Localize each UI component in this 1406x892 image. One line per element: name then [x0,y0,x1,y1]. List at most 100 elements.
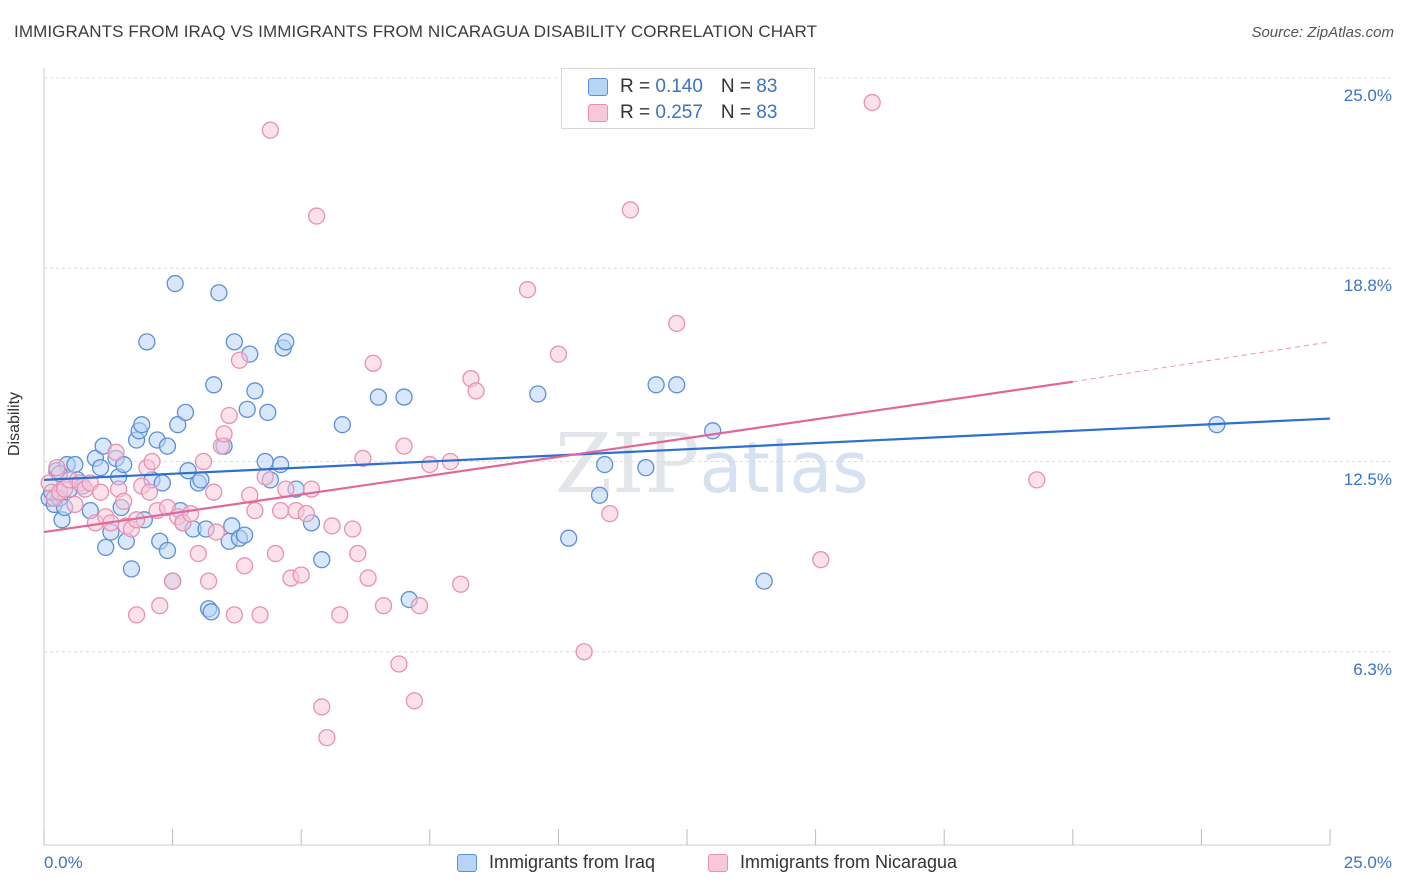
nicaragua-point [390,655,408,673]
nicaragua-point [115,492,133,511]
nicaragua-point [143,452,161,471]
iraq-point [313,551,331,569]
nicaragua-trend-extension [1072,341,1331,383]
nicaragua-point [151,597,169,615]
nicaragua-point [405,692,424,710]
r-label: R = [620,76,656,97]
nicaragua-point [410,597,429,615]
nicaragua-point [359,569,377,587]
iraq-point [259,403,277,422]
nicaragua-point [189,544,207,563]
source-label: Source: ZipAtlas.com [1251,24,1394,41]
y-tick-label: 18.8% [1343,276,1392,296]
iraq-point [637,458,655,477]
nicaragua-point [863,93,881,112]
nicaragua-point [323,517,341,535]
nicaragua-point [241,486,259,504]
nicaragua-point [354,449,372,468]
nicaragua-point [452,575,470,593]
iraq-legend-swatch [457,854,477,872]
iraq-point [91,458,110,477]
iraq-point [202,603,220,621]
y-tick-label: 25.0% [1343,86,1392,105]
nicaragua-point [343,520,362,538]
nicaragua-point [364,354,382,372]
nicaragua-point [163,572,182,590]
trend-layer [43,341,1331,534]
nicaragua-point [292,566,310,584]
iraq-legend-label: Immigrants from Iraq [489,852,656,872]
iraq-point [256,452,274,471]
n-label: N = [720,76,757,97]
iraq-point [192,471,210,489]
nicaragua-point [812,551,830,569]
nicaragua-point [194,452,213,471]
nicaragua-point [91,483,110,501]
iraq-point [115,455,133,474]
nicaragua-swatch [588,104,608,122]
nicaragua-point [230,351,249,369]
r-label: R = [620,102,656,123]
nicaragua-point [127,606,146,624]
nicaragua-point [307,207,326,225]
nicaragua-point [199,572,218,590]
iraq-point [668,376,686,394]
nicaragua-point [395,437,413,455]
iraq-point [529,385,547,403]
iraq-point [133,416,151,434]
x-tick-label-max: 25.0% [1343,853,1392,872]
nicaragua-point [518,281,537,299]
nicaragua-point [220,406,238,425]
iraq-point [179,462,197,480]
n-label: N = [720,102,757,123]
chart-title: IMMIGRANTS FROM IRAQ VS IMMIGRANTS FROM … [14,22,818,41]
nicaragua-point [549,345,568,363]
iraq-point [158,541,177,560]
nicaragua-point [331,606,349,624]
iraq-point [223,517,241,535]
nicaragua-point [374,597,393,615]
iraq-point [176,403,195,422]
watermark: ZIPatlas [555,417,869,512]
r-value-iraq: 0.140 [655,76,703,97]
r-value-nicaragua: 0.257 [655,102,703,123]
nicaragua-point [140,483,159,501]
iraq-point [238,400,256,418]
nicaragua-point [313,698,331,716]
nicaragua-point [215,425,233,443]
iraq-point [395,388,413,406]
nicaragua-point [601,505,619,523]
x-tick-label-min: 0.0% [44,853,83,872]
iraq-point [277,333,295,351]
nicaragua-point [575,643,593,661]
iraq-point [66,455,84,474]
nicaragua-point [318,728,336,747]
y-tick-label: 6.3% [1353,659,1392,679]
iraq-point [596,455,614,474]
nicaragua-legend-label: Immigrants from Nicaragua [740,852,958,872]
iraq-point [755,572,773,590]
iraq-point [210,284,228,302]
axis-layer [43,68,1331,846]
nicaragua-point [349,544,367,563]
nicaragua-point [251,606,269,624]
nicaragua-point [467,382,485,400]
nicaragua-point [205,483,223,501]
n-value-iraq: 83 [756,76,778,97]
y-tick-label: 12.5% [1343,469,1392,489]
nicaragua-point [107,443,125,461]
iraq-swatch [588,78,608,96]
series-nicaragua [40,93,1046,747]
iraq-point [138,333,156,351]
nicaragua-point [421,455,439,474]
iraq-point [271,455,290,474]
nicaragua-point [225,606,243,624]
n-value-nicaragua: 83 [756,102,778,123]
nicaragua-point [668,314,686,333]
iraq-point [647,376,665,394]
iraq-point [97,538,115,557]
y-axis-label: Disability [6,391,23,456]
iraq-point [246,382,264,400]
stats-legend: R = 0.140 N = 83 R = 0.257 N = 83 [561,68,815,129]
